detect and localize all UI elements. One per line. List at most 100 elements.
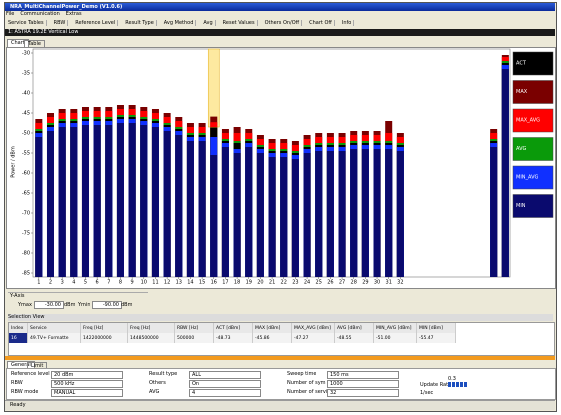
label: dBm <box>121 302 133 308</box>
field-label: AVG <box>149 389 160 395</box>
toolbar-button[interactable]: Others On/Off <box>262 20 303 26</box>
input[interactable]: -90.00 <box>92 301 122 309</box>
legend-swatch <box>512 80 554 104</box>
divider <box>5 356 555 360</box>
table-cell: 49.TV+ Formatte <box>27 333 81 343</box>
input[interactable]: -30.00 <box>34 301 64 309</box>
table-header: Index Service Freq [Hz] Freq [Hz] RBW [Hz] AC… <box>9 323 456 333</box>
y-tick-label: -60 <box>22 171 30 177</box>
menu-item[interactable]: Communication <box>20 11 60 17</box>
label: dBm <box>64 302 76 308</box>
table-cell: -55.47 <box>416 333 456 343</box>
tab[interactable]: General <box>7 361 35 369</box>
y-tick-label: -75 <box>22 231 30 237</box>
toolbar-button[interactable]: RBW <box>51 20 69 26</box>
y-tick-label: -30 <box>22 51 30 57</box>
bar <box>490 147 498 277</box>
y-tick-label: -80 <box>22 251 30 257</box>
column-header: MAX_AVG [dBm] <box>291 323 335 333</box>
y-tick-label: -85 <box>22 271 30 277</box>
toolbar-button[interactable]: Result Type <box>123 20 157 26</box>
bar <box>151 127 159 277</box>
field-value[interactable]: 150 ms <box>327 371 399 379</box>
toolbar-button[interactable]: Service Tables <box>6 20 47 26</box>
x-tick-label: 12 <box>164 280 170 286</box>
x-tick-label: 11 <box>152 280 158 286</box>
toolbar-button[interactable]: Reset Values <box>220 20 258 26</box>
table-cell: 1422000000 <box>80 333 128 343</box>
x-tick-label: 28 <box>351 280 357 286</box>
field-value[interactable]: 500 kHz <box>51 380 123 388</box>
label: Ymin <box>78 302 91 308</box>
x-tick-label: 8 <box>119 280 122 286</box>
x-tick-label: 32 <box>397 280 403 286</box>
field-label: Others <box>149 380 166 386</box>
menu-item[interactable]: File <box>6 11 15 17</box>
bar <box>35 137 43 277</box>
progress <box>448 382 468 387</box>
field-value[interactable]: On <box>189 380 261 388</box>
bar <box>501 69 509 277</box>
bar <box>268 157 276 277</box>
table-cell: -45.86 <box>252 333 292 343</box>
x-tick-label: 24 <box>304 280 310 286</box>
toolbar-button[interactable]: Chart Off <box>307 20 335 26</box>
legend-label: MAX <box>516 89 528 95</box>
toolbar-button[interactable]: Reference Level <box>73 20 119 26</box>
bar <box>385 149 393 277</box>
table-panel: Index Service Freq [Hz] Freq [Hz] RBW [Hz] AC… <box>8 322 555 356</box>
bar <box>338 151 346 277</box>
toolbar-button[interactable]: Avg <box>201 20 216 26</box>
header-text: 1: ASTRA 19.2E Vertical Low <box>8 29 79 35</box>
column-header: AVG [dBm] <box>334 323 374 333</box>
field-value[interactable]: 4 <box>189 389 261 397</box>
legend-swatch <box>512 137 554 161</box>
selection-highlight <box>207 48 220 128</box>
label: 0.3 <box>448 376 456 382</box>
y-tick-label: -45 <box>22 111 30 117</box>
menu-bar: File Communication Extras <box>6 11 88 18</box>
column-header: MIN [dBm] <box>416 323 456 333</box>
bar <box>46 131 54 277</box>
x-tick-label: 6 <box>96 280 99 286</box>
field-value[interactable]: ALL <box>189 371 261 379</box>
bar <box>233 153 241 277</box>
field-value[interactable]: 20 dBm <box>51 371 123 379</box>
x-tick-label: 25 <box>316 280 322 286</box>
bar <box>116 123 124 277</box>
bar <box>175 135 183 277</box>
column-header: Service <box>27 323 81 333</box>
table-cell: -51.00 <box>373 333 417 343</box>
legend-label: MAX_AVG <box>516 118 540 124</box>
field-value[interactable]: MANUAL <box>51 389 123 397</box>
bar <box>361 149 369 277</box>
field-value[interactable]: 1000 <box>327 380 399 388</box>
menu-item[interactable]: Extras <box>65 11 82 17</box>
y-tick-label: -65 <box>22 191 30 197</box>
bar <box>303 153 311 277</box>
table-row[interactable]: 16 49.TV+ Formatte 1422000000 1448500000 500… <box>9 333 456 343</box>
column-header: MIN_AVG [dBm] <box>373 323 417 333</box>
bar <box>93 125 101 277</box>
x-tick-label: 2 <box>49 280 52 286</box>
bar <box>291 159 299 277</box>
x-tick-label: 20 <box>257 280 263 286</box>
x-tick-label: 31 <box>386 280 392 286</box>
section-title: Selection View <box>8 314 553 321</box>
x-tick-label: 30 <box>374 280 380 286</box>
field-label: Number of services <box>287 389 336 395</box>
table: Index Service Freq [Hz] Freq [Hz] RBW [Hz] AC… <box>9 323 456 343</box>
bar <box>373 149 381 277</box>
y-tick-label: -55 <box>22 151 30 157</box>
bar <box>163 131 171 277</box>
toolbar-button[interactable]: Info <box>339 20 355 26</box>
field-label: RBW mode <box>11 389 39 395</box>
bar <box>70 127 78 277</box>
column-header: Index <box>9 323 28 333</box>
y-axis-title: Power / dBm <box>11 146 17 178</box>
y-tick-label: -70 <box>22 211 30 217</box>
tab[interactable]: Chart <box>7 39 29 47</box>
x-tick-label: 29 <box>362 280 368 286</box>
field-value[interactable]: 32 <box>327 389 399 397</box>
toolbar-button[interactable]: Avg Method <box>161 20 197 26</box>
